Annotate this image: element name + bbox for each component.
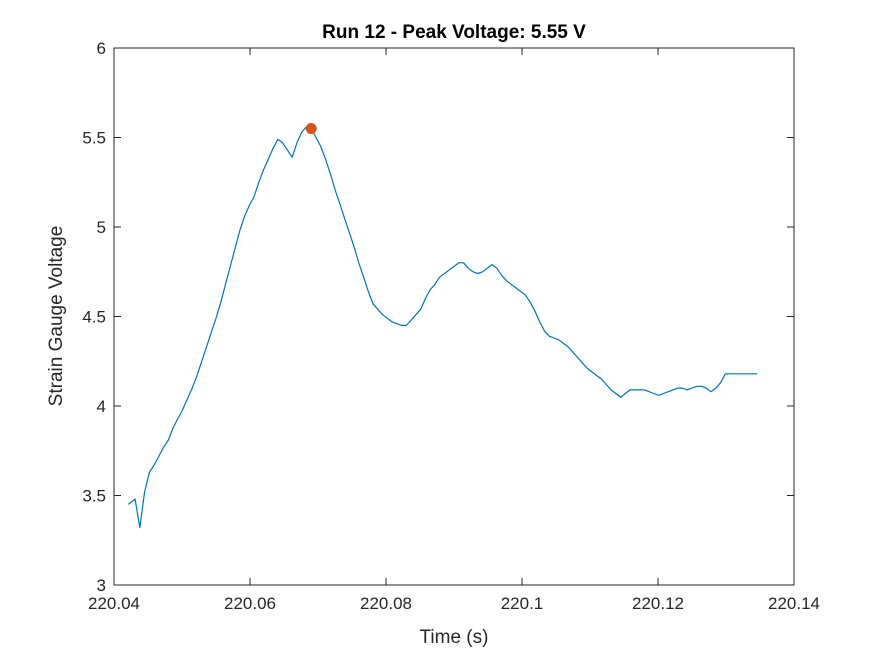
y-tick-label: 6 [97,39,106,58]
x-tick-label: 220.06 [224,594,276,613]
y-tick-label: 5 [97,218,106,237]
y-tick-label: 5.5 [82,129,106,148]
x-axis-label: Time (s) [420,627,489,648]
plot-frame [113,47,795,586]
x-tick-label: 220.04 [88,594,140,613]
x-tick-label: 220.14 [768,594,820,613]
y-tick-label: 3.5 [82,487,106,506]
x-axis-ticks: 220.04 220.06 220.08 220.1 220.12 220.14 [88,48,820,613]
peak-marker [305,123,317,135]
voltage-series-line [127,126,758,529]
y-tick-label: 4.5 [82,308,106,327]
x-tick-label: 220.12 [632,594,684,613]
y-tick-label: 3 [97,576,106,595]
chart-title: Run 12 - Peak Voltage: 5.55 V [322,22,586,43]
y-tick-label: 4 [97,397,106,416]
y-axis-label: Strain Gauge Voltage [46,226,67,407]
series-layer [127,123,758,529]
x-tick-label: 220.08 [360,594,412,613]
x-tick-label: 220.1 [501,594,544,613]
y-axis-ticks: 3 3.5 4 4.5 5 5.5 6 [82,39,794,595]
plot-area [114,48,794,585]
